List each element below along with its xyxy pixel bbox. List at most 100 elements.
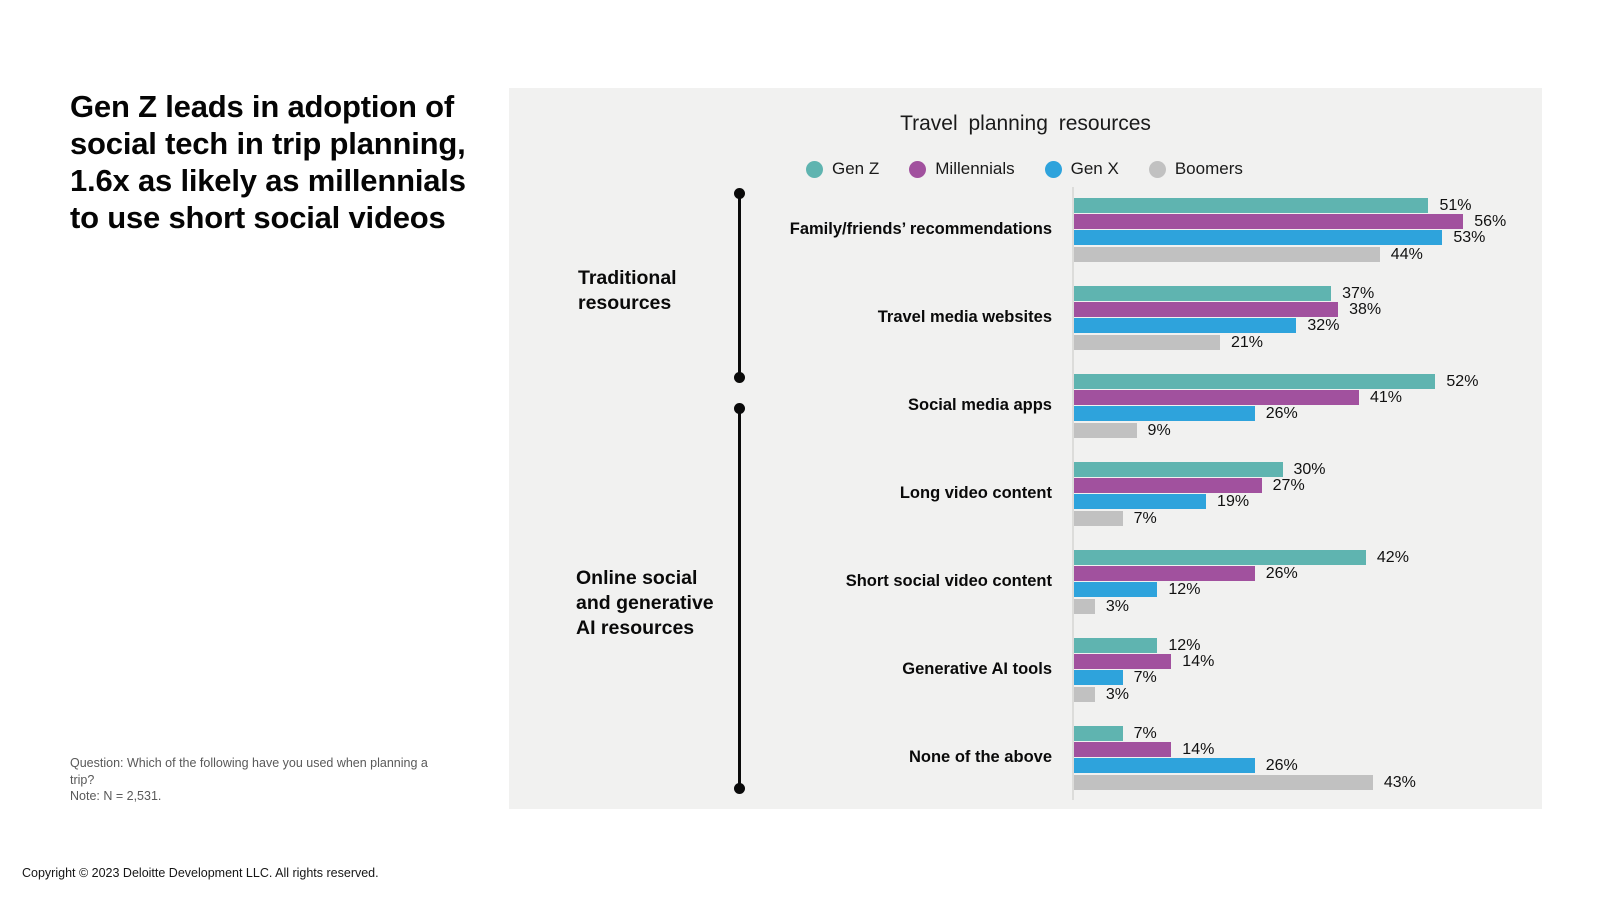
bar: [1074, 774, 1373, 790]
bar-value-label: 19%: [1217, 493, 1250, 511]
legend-item: Gen X: [1044, 159, 1119, 179]
bar-row: 51%: [1074, 197, 1472, 214]
bar-value-label: 7%: [1133, 669, 1157, 687]
bracket-line: [738, 408, 741, 789]
legend-item: Gen Z: [806, 159, 879, 179]
bar-row: 3%: [1074, 685, 1129, 703]
bar-value-label: 43%: [1383, 773, 1416, 791]
bar-value-label: 52%: [1446, 373, 1479, 390]
category-label: Long video content: [899, 484, 1052, 502]
bracket-label-online-resources: Online social and generative AI resource…: [576, 567, 714, 639]
legend-color-dot: [1148, 160, 1166, 178]
bar-row: 30%: [1074, 461, 1326, 478]
bar: [1074, 230, 1443, 246]
bar-row: 27%: [1074, 478, 1305, 494]
bar-value-label: 12%: [1168, 637, 1201, 654]
bar-row: 26%: [1074, 757, 1298, 775]
bar: [1074, 422, 1137, 438]
bracket-traditional-resources: [734, 188, 745, 383]
bar-row: 21%: [1074, 333, 1263, 351]
bar: [1074, 302, 1339, 318]
bar-value-label: 32%: [1307, 317, 1340, 335]
bar-row: 3%: [1074, 598, 1129, 614]
bar-value-label: 44%: [1390, 245, 1423, 263]
category-label: Generative AI tools: [902, 660, 1052, 678]
bracket-dot-bottom: [734, 783, 745, 794]
bar: [1074, 374, 1436, 389]
bar: [1074, 582, 1158, 598]
bar-row: 53%: [1074, 229, 1486, 247]
bar-row: 44%: [1074, 245, 1423, 263]
bar-value-label: 26%: [1265, 757, 1298, 775]
bar: [1074, 334, 1220, 350]
bar-value-label: 21%: [1230, 333, 1263, 351]
bracket-dot-top: [734, 403, 745, 414]
legend-label: Millennials: [935, 159, 1015, 178]
copyright-line: Copyright © 2023 Deloitte Development LL…: [22, 866, 379, 880]
category-label: Family/friends’ recommendations: [789, 220, 1052, 238]
bar: [1074, 286, 1332, 301]
bar: [1074, 550, 1366, 565]
bar-row: 26%: [1074, 566, 1298, 582]
bar: [1074, 390, 1359, 406]
legend-item: Boomers: [1148, 159, 1243, 179]
category-label: None of the above: [908, 748, 1052, 766]
bar-value-label: 12%: [1168, 581, 1201, 599]
bar-value-label: 51%: [1439, 197, 1472, 214]
bar-value-label: 7%: [1133, 725, 1157, 742]
bar-row: 32%: [1074, 317, 1340, 335]
bar-row: 7%: [1074, 725, 1157, 742]
bar: [1074, 406, 1255, 422]
bar: [1074, 686, 1095, 702]
bar-value-label: 3%: [1105, 685, 1129, 703]
bar-row: 14%: [1074, 741, 1215, 759]
bar-value-label: 7%: [1133, 509, 1157, 527]
bar-row: 56%: [1074, 213, 1507, 231]
bar-row: 52%: [1074, 373, 1479, 390]
footnote: Question: Which of the following have yo…: [70, 755, 448, 805]
bar-row: 43%: [1074, 773, 1416, 791]
legend-label: Gen Z: [832, 159, 880, 178]
bar: [1074, 638, 1158, 653]
legend-label: Gen X: [1070, 159, 1119, 178]
bar-row: 26%: [1074, 405, 1298, 423]
bar: [1074, 742, 1172, 758]
bracket-dot-top: [734, 188, 745, 199]
bar-row: 19%: [1074, 493, 1250, 511]
category-label: Social media apps: [908, 396, 1052, 414]
bar-value-label: 9%: [1147, 421, 1171, 439]
bar: [1074, 758, 1255, 774]
bar-row: 9%: [1074, 421, 1171, 439]
bar: [1074, 198, 1429, 213]
bar-value-label: 26%: [1265, 405, 1298, 423]
bar-row: 38%: [1074, 302, 1381, 318]
plot-area: 51% 56% 53% 44% 37% 38% 32% 21% 52% 41% 26% 9% 30% 27…: [1074, 198, 1542, 805]
bar-row: 41%: [1074, 390, 1402, 406]
legend-color-dot: [909, 160, 927, 178]
bar-value-label: 30%: [1293, 461, 1326, 478]
bracket-label-traditional-resources: Traditional resources: [578, 267, 677, 314]
legend-item: Millennials: [909, 159, 1015, 179]
bar: [1074, 566, 1255, 582]
bar-row: 14%: [1074, 653, 1215, 671]
bar-value-label: 37%: [1342, 285, 1375, 302]
bar-value-label: 53%: [1453, 229, 1486, 247]
bar-row: 7%: [1074, 669, 1157, 687]
bracket-online-resources: [734, 403, 745, 794]
bar-row: 37%: [1074, 285, 1375, 302]
bar: [1074, 478, 1262, 494]
bar: [1074, 318, 1297, 334]
bar: [1074, 510, 1123, 526]
legend-label: Boomers: [1174, 159, 1243, 178]
category-label: Short social video content: [845, 572, 1052, 590]
bar-value-label: 14%: [1182, 653, 1215, 671]
bar-value-label: 56%: [1474, 213, 1507, 231]
bar-row: 12%: [1074, 581, 1201, 599]
bar: [1074, 654, 1172, 670]
bar-value-label: 14%: [1182, 741, 1215, 759]
bar: [1074, 670, 1123, 686]
y-axis-line: [1072, 187, 1074, 800]
bar-value-label: 42%: [1376, 549, 1409, 566]
bar: [1074, 246, 1380, 262]
bar: [1074, 726, 1123, 741]
